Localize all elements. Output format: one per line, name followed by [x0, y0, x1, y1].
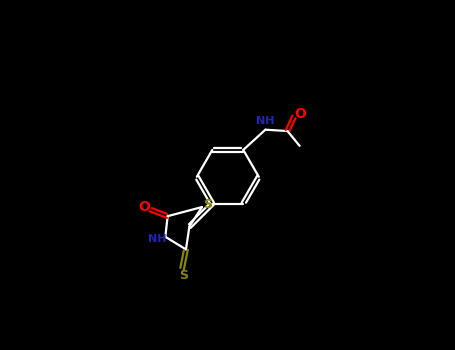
Text: O: O	[138, 200, 150, 214]
Text: S: S	[179, 269, 188, 282]
Text: NH: NH	[256, 117, 275, 126]
Text: S: S	[203, 198, 212, 211]
Text: O: O	[294, 107, 306, 121]
Text: NH: NH	[148, 234, 167, 244]
